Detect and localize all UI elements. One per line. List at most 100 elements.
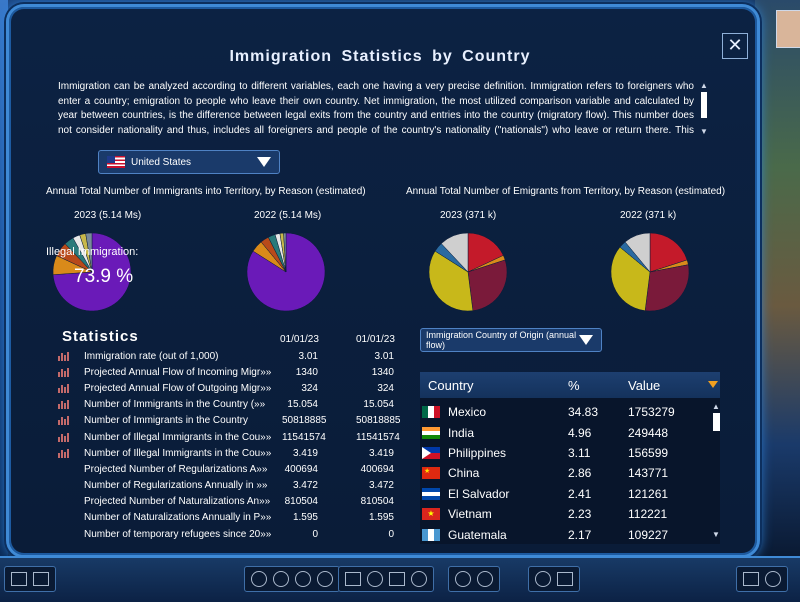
avatar[interactable] bbox=[776, 10, 800, 48]
pie-slice[interactable] bbox=[440, 232, 469, 273]
intro-scrollbar[interactable]: ▲ ▼ bbox=[699, 82, 709, 136]
el-salvador-flag-icon bbox=[422, 487, 440, 500]
chart-icon[interactable] bbox=[58, 383, 70, 393]
cell-percent: 2.23 bbox=[568, 507, 592, 522]
moon-icon[interactable] bbox=[535, 571, 551, 587]
pie-slice[interactable] bbox=[644, 264, 690, 312]
pie-slice[interactable] bbox=[624, 232, 651, 273]
seal-icon[interactable] bbox=[367, 571, 383, 587]
pie-slice[interactable] bbox=[610, 246, 651, 311]
origin-dropdown[interactable]: Immigration Country of Origin (annual fl… bbox=[420, 328, 602, 352]
chart-icon[interactable] bbox=[58, 351, 70, 361]
illegal-immigration-value: 73.9 % bbox=[74, 266, 134, 287]
chart-icon[interactable] bbox=[58, 448, 70, 458]
stat-value-1: 11541574 bbox=[282, 431, 326, 443]
map-icon[interactable] bbox=[743, 572, 759, 586]
pie-label-emi-2022: 2022 (371 k) bbox=[620, 210, 677, 221]
chart-icon[interactable] bbox=[58, 416, 70, 426]
stat-row[interactable]: Number of Illegal Immigrants in the Cou»… bbox=[58, 429, 410, 445]
table-row[interactable]: ★ Vietnam 2.23 112221 bbox=[420, 504, 720, 524]
scroll-up-icon[interactable]: ▲ bbox=[700, 81, 708, 90]
stat-row[interactable]: Number of Immigrants in the Country 50818… bbox=[58, 413, 410, 429]
stat-value-1: 810504 bbox=[284, 496, 318, 508]
pie-slice[interactable] bbox=[467, 232, 504, 273]
stat-row[interactable]: Projected Annual Flow of Incoming Migr»»… bbox=[58, 364, 410, 380]
stat-label: Projected Annual Flow of Outgoing Migr»» bbox=[84, 382, 272, 394]
dots-icon[interactable] bbox=[557, 572, 573, 586]
header-country[interactable]: Country bbox=[428, 377, 474, 393]
header-percent[interactable]: % bbox=[568, 377, 580, 393]
scroll-thumb[interactable] bbox=[701, 92, 707, 118]
pie-chart-emi-2022[interactable] bbox=[610, 232, 690, 312]
stats-date-col1: 01/01/23 bbox=[280, 334, 319, 345]
stat-label: Number of Naturalizations Annually in P»… bbox=[84, 512, 272, 524]
stat-value-2: 3.01 bbox=[374, 350, 394, 362]
scroll-down-icon[interactable]: ▼ bbox=[712, 530, 720, 539]
pie-slice[interactable] bbox=[85, 232, 93, 273]
chart-icon[interactable] bbox=[33, 572, 49, 586]
graduation-icon[interactable] bbox=[317, 571, 333, 587]
stat-label: Immigration rate (out of 1,000) bbox=[84, 350, 219, 362]
origin-dropdown-value: Immigration Country of Origin (annual fl… bbox=[426, 330, 577, 350]
stat-label: Projected Number of Regularizations A»» bbox=[84, 463, 268, 475]
stat-label: Number of Immigrants in the Country (»» bbox=[84, 399, 266, 411]
pie-slice[interactable] bbox=[649, 232, 688, 273]
stat-row[interactable]: Number of temporary refugees since 20»» 0… bbox=[58, 526, 410, 542]
people-icon[interactable] bbox=[477, 571, 493, 587]
intro-text: Immigration can be analyzed according to… bbox=[58, 81, 694, 136]
pie-chart-imm-2022[interactable] bbox=[246, 232, 326, 312]
stat-row[interactable]: Number of Illegal Immigrants in the Cou»… bbox=[58, 445, 410, 461]
stat-row[interactable]: Number of Regularizations Annually in »»… bbox=[58, 478, 410, 494]
book-icon[interactable] bbox=[389, 572, 405, 586]
stat-value-1: 0 bbox=[312, 528, 318, 540]
compass-icon[interactable] bbox=[765, 571, 781, 587]
stat-row[interactable]: Immigration rate (out of 1,000) 3.01 3.01 bbox=[58, 348, 410, 364]
pie-slice[interactable] bbox=[467, 259, 508, 311]
pie-slice[interactable] bbox=[283, 232, 287, 273]
stat-row[interactable]: Number of Naturalizations Annually in P»… bbox=[58, 510, 410, 526]
table-row[interactable]: Philippines 3.11 156599 bbox=[420, 443, 720, 463]
stat-label: Number of Immigrants in the Country bbox=[84, 415, 248, 427]
atom-icon[interactable] bbox=[251, 571, 267, 587]
table-row[interactable]: India 4.96 249448 bbox=[420, 422, 720, 442]
table-row[interactable]: Guatemala 2.17 109227 bbox=[420, 524, 720, 544]
philippines-flag-icon bbox=[422, 446, 440, 459]
header-value[interactable]: Value bbox=[628, 377, 661, 393]
stat-row[interactable]: Projected Number of Regularizations A»» 4… bbox=[58, 461, 410, 477]
country-dropdown[interactable]: United States bbox=[98, 150, 280, 174]
chart-icon[interactable] bbox=[58, 432, 70, 442]
pie-chart-imm-2023[interactable] bbox=[52, 232, 132, 312]
stat-value-2: 0 bbox=[388, 528, 394, 540]
origin-table: Country % Value Mexico 34.83 1753279 Ind… bbox=[420, 372, 720, 544]
chart-icon[interactable] bbox=[58, 400, 70, 410]
cell-value: 249448 bbox=[628, 425, 669, 440]
pie-label-emi-2023: 2023 (371 k) bbox=[440, 210, 497, 221]
table-scrollbar[interactable]: ▲ ▼ bbox=[711, 403, 721, 543]
bank-icon[interactable] bbox=[345, 572, 361, 586]
stat-value-2: 3.472 bbox=[368, 480, 394, 492]
graph-icon[interactable] bbox=[11, 572, 27, 586]
pie-chart-emi-2023[interactable] bbox=[428, 232, 508, 312]
stat-value-2: 50818885 bbox=[356, 415, 401, 427]
statistics-title: Statistics bbox=[62, 328, 139, 345]
sort-icon[interactable] bbox=[708, 381, 718, 388]
pie-slice[interactable] bbox=[428, 250, 474, 312]
table-row[interactable]: El Salvador 2.41 121261 bbox=[420, 484, 720, 504]
flag-icon[interactable] bbox=[411, 571, 427, 587]
table-row[interactable]: ★ China 2.86 143771 bbox=[420, 463, 720, 483]
stat-row[interactable]: Projected Number of Naturalizations An»»… bbox=[58, 494, 410, 510]
globe-icon[interactable] bbox=[295, 571, 311, 587]
scroll-thumb[interactable] bbox=[712, 413, 720, 431]
close-button[interactable]: ✕ bbox=[722, 33, 748, 59]
scroll-down-icon[interactable]: ▼ bbox=[700, 127, 708, 136]
table-row[interactable]: Mexico 34.83 1753279 bbox=[420, 402, 720, 422]
chart-icon[interactable] bbox=[58, 367, 70, 377]
handshake-icon[interactable] bbox=[455, 571, 471, 587]
scroll-up-icon[interactable]: ▲ bbox=[712, 402, 720, 411]
toolbar-group bbox=[4, 566, 56, 592]
gear-icon[interactable] bbox=[273, 571, 289, 587]
stat-value-2: 400694 bbox=[360, 463, 394, 475]
stat-row[interactable]: Projected Annual Flow of Outgoing Migr»»… bbox=[58, 380, 410, 396]
stat-row[interactable]: Number of Immigrants in the Country (»» 1… bbox=[58, 397, 410, 413]
stat-value-1: 400694 bbox=[284, 463, 318, 475]
